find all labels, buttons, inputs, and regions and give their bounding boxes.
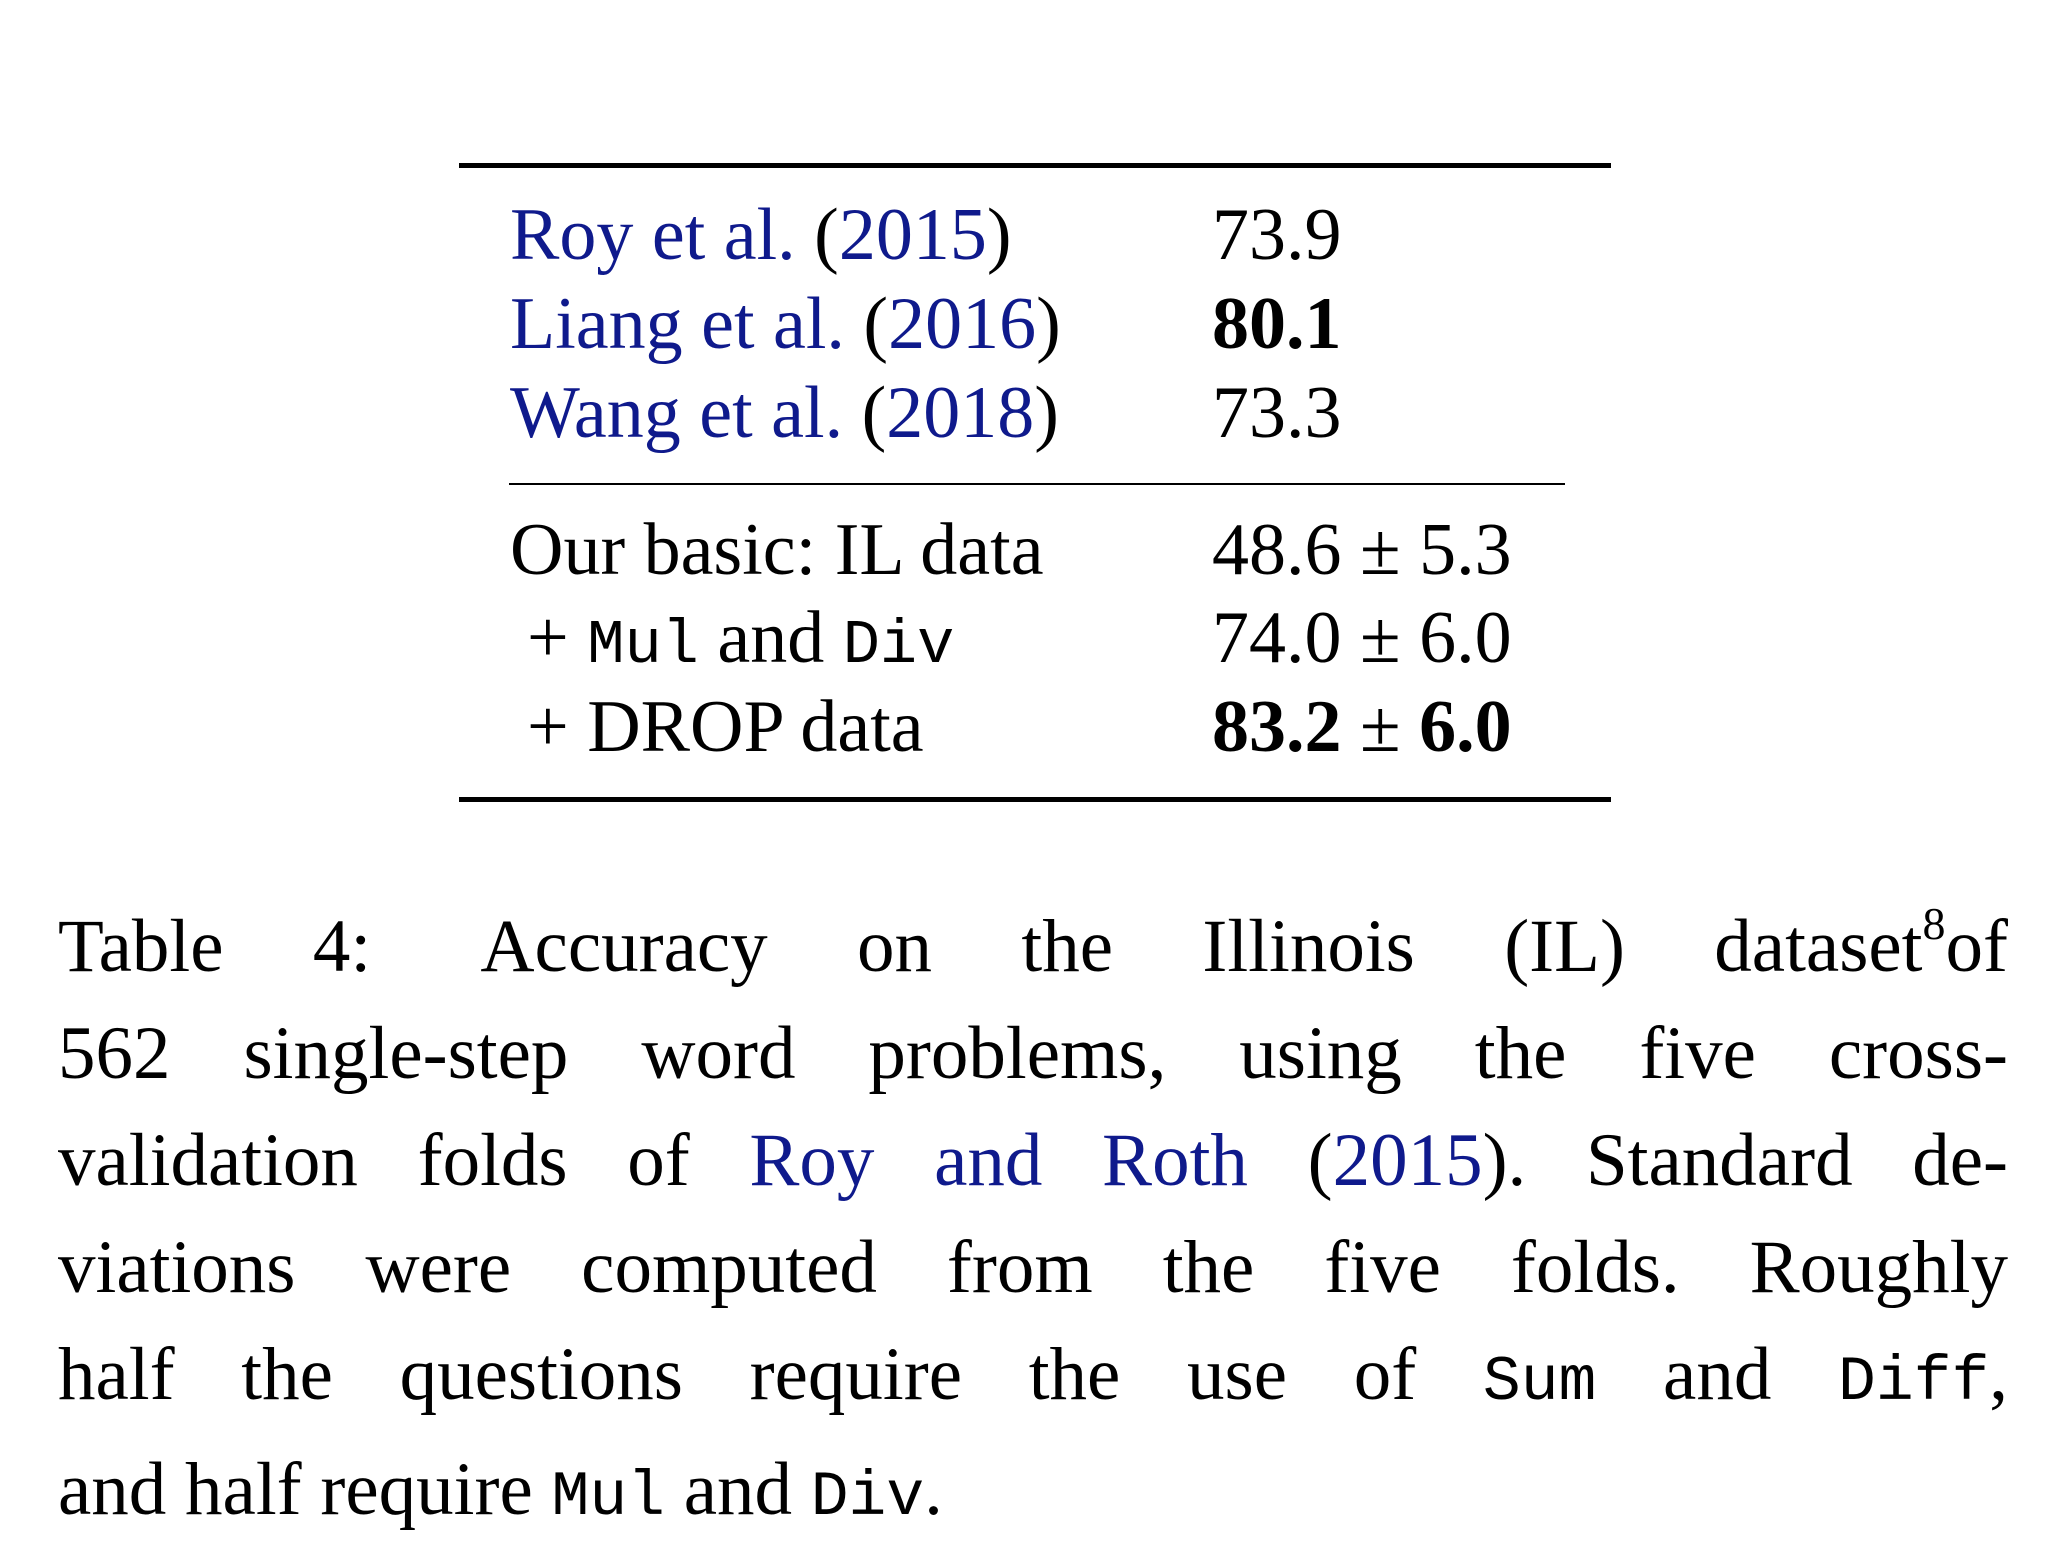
caption-line-2: 562 single-step word problems, using the… <box>58 1012 2008 1095</box>
drop-std: 6.0 <box>1419 686 1512 768</box>
and-word: and <box>1663 1333 1772 1416</box>
citation-year-link[interactable]: 2015 <box>1332 1119 1483 1202</box>
caption-line-1: Table 4: Accuracy on the Illinois (IL) d… <box>58 893 2008 1000</box>
table-bottom-rule <box>459 797 1611 802</box>
table-row-roy-score: 73.9 <box>1212 194 1342 276</box>
caption-text: and half require <box>58 1448 533 1531</box>
drop-mean: 83.2 <box>1212 686 1342 768</box>
op-diff: Diff <box>1838 1347 1990 1418</box>
citation-year-link[interactable]: 2016 <box>888 283 1037 365</box>
caption-text: Accuracy on the Illinois (IL) dataset <box>480 905 1923 988</box>
and-word: and <box>683 1448 792 1531</box>
caption-line-4: viations were computed from the five fol… <box>58 1226 2008 1309</box>
citation-link[interactable]: Liang et al. <box>510 283 845 365</box>
citation-link[interactable]: Roy and Roth <box>749 1119 1248 1202</box>
table-row-muldiv-method: + Mul and Div <box>527 601 954 677</box>
table-caption: Table 4: Accuracy on the Illinois (IL) d… <box>58 893 2008 1551</box>
table-row-drop-score: 83.2 ± 6.0 <box>1212 690 1512 764</box>
caption-line-3: validation folds of Roy and Roth (2015).… <box>58 1119 2008 1202</box>
table-row-basic-method: Our basic: IL data <box>510 509 1044 591</box>
table-row-liang-method: Liang et al. (2016) <box>510 283 1061 365</box>
caption-line-5: half the questions require the use of Su… <box>58 1321 2008 1436</box>
caption-text: of <box>1945 905 2008 988</box>
caption-text: . Standard de- <box>1507 1119 2008 1202</box>
op-mul: Mul <box>551 1462 665 1533</box>
caption-text: . <box>924 1448 943 1531</box>
caption-text: half the questions require the use of <box>58 1333 1417 1416</box>
table-row-liang-score: 80.1 <box>1212 283 1342 365</box>
and-word: and <box>717 597 825 679</box>
footnote-marker[interactable]: 8 <box>1922 898 1946 949</box>
citation-year-link[interactable]: 2018 <box>886 372 1035 454</box>
plus-sign: + <box>527 597 569 679</box>
table-row-basic-score: 48.6 ± 5.3 <box>1212 509 1512 591</box>
table-row-wang-score: 73.3 <box>1212 372 1342 454</box>
op-div: Div <box>810 1462 925 1533</box>
table-row-muldiv-score: 74.0 ± 6.0 <box>1212 597 1512 679</box>
table-row-wang-method: Wang et al. (2018) <box>510 372 1059 454</box>
op-mul: Mul <box>587 610 699 681</box>
op-div: Div <box>842 610 955 681</box>
caption-text: validation folds of <box>58 1119 690 1202</box>
op-sum: Sum <box>1482 1347 1597 1418</box>
citation-link[interactable]: Wang et al. <box>510 372 844 454</box>
table-row-roy-method: Roy et al. (2015) <box>510 194 1012 276</box>
caption-line-6: and half require Mul and Div. <box>58 1436 2008 1551</box>
table-row-drop-method: + DROP data <box>527 686 924 768</box>
plus-minus: ± <box>1360 686 1401 768</box>
caption-label: Table 4: <box>58 905 372 988</box>
table-top-rule <box>459 163 1611 168</box>
table-mid-rule <box>509 483 1565 485</box>
citation-year-link[interactable]: 2015 <box>838 194 987 276</box>
caption-text: , <box>1989 1333 2009 1416</box>
citation-link[interactable]: Roy et al. <box>510 194 796 276</box>
